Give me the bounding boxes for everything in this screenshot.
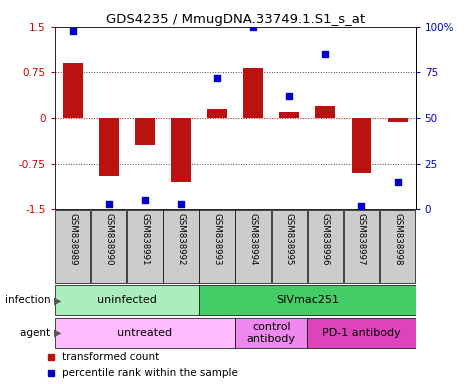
Title: GDS4235 / MmugDNA.33749.1.S1_s_at: GDS4235 / MmugDNA.33749.1.S1_s_at [105, 13, 365, 26]
Text: GSM838996: GSM838996 [321, 213, 330, 265]
Text: percentile rank within the sample: percentile rank within the sample [62, 368, 238, 378]
Bar [272, 210, 307, 283]
Bar [63, 63, 83, 118]
Text: ▶: ▶ [54, 328, 61, 338]
Text: SIVmac251: SIVmac251 [276, 295, 339, 306]
Bar [236, 210, 271, 283]
Bar [127, 210, 162, 283]
Point [394, 179, 401, 185]
Bar [235, 318, 307, 348]
Bar [135, 118, 155, 146]
Point [285, 93, 293, 99]
Text: GSM838989: GSM838989 [68, 213, 77, 265]
Text: untreated: untreated [117, 328, 172, 338]
Bar [243, 68, 263, 118]
Bar [200, 210, 235, 283]
Bar [55, 285, 199, 316]
Bar [171, 118, 191, 182]
Text: GSM838990: GSM838990 [104, 213, 113, 265]
Bar [308, 210, 343, 283]
Bar [99, 118, 119, 176]
Text: GSM838995: GSM838995 [285, 213, 294, 265]
Bar [315, 106, 335, 118]
Bar [307, 318, 416, 348]
Text: GSM838993: GSM838993 [213, 213, 221, 265]
Text: GSM838992: GSM838992 [177, 213, 185, 265]
Bar [91, 210, 126, 283]
Text: PD-1 antibody: PD-1 antibody [322, 328, 401, 338]
Bar [344, 210, 379, 283]
Point [177, 201, 185, 207]
Bar [352, 118, 371, 173]
Point [69, 28, 76, 34]
Bar [55, 318, 235, 348]
Text: uninfected: uninfected [97, 295, 157, 306]
Bar [279, 112, 299, 118]
Text: GSM838994: GSM838994 [249, 213, 257, 265]
Text: control
antibody: control antibody [247, 322, 296, 344]
Text: agent: agent [20, 328, 54, 338]
Text: GSM838997: GSM838997 [357, 213, 366, 265]
Point [141, 197, 149, 203]
Text: transformed count: transformed count [62, 352, 159, 362]
Bar [380, 210, 415, 283]
Text: ▶: ▶ [54, 295, 61, 306]
Point [105, 201, 113, 207]
Bar [388, 118, 408, 122]
Point [358, 203, 365, 209]
Text: GSM838991: GSM838991 [141, 213, 149, 265]
Bar [207, 109, 227, 118]
Point [213, 75, 221, 81]
Text: infection: infection [5, 295, 54, 306]
Bar [55, 210, 90, 283]
Point [322, 51, 329, 57]
Bar [163, 210, 199, 283]
Text: GSM838998: GSM838998 [393, 213, 402, 265]
Bar [199, 285, 416, 316]
Point [249, 24, 257, 30]
